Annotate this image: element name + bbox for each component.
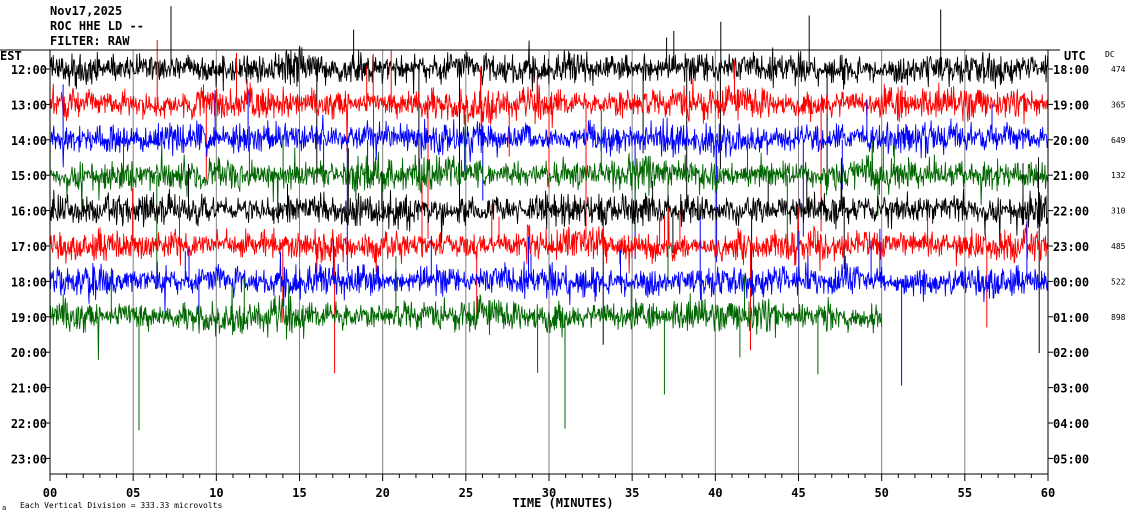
x-tick-label: 55 [958,486,972,500]
trace-3 [49,114,1049,168]
scale-note: Each Vertical Division = 333.33 microvol… [20,501,222,510]
dc-value: 132 [1111,171,1126,180]
dc-values: 474 365 649 132 310 485 522 898 [1111,65,1126,322]
y-left-label: 13:00 [11,98,47,112]
dc-value: 898 [1111,313,1126,322]
x-tick-label: 05 [126,486,140,500]
trace-8 [49,284,883,361]
trace-1 [49,40,1049,95]
y-right-label: 05:00 [1053,452,1089,466]
x-tick-label: 10 [209,486,223,500]
y-left-label: 14:00 [11,134,47,148]
y-left-label: 21:00 [11,382,47,396]
x-tick-label: 25 [459,486,473,500]
dc-value: 649 [1111,136,1126,145]
x-axis-title: TIME (MINUTES) [512,496,613,510]
y-right-label: 20:00 [1053,134,1089,148]
trace-5 [49,157,1049,247]
corner-mark: a [2,504,6,512]
y-right-label: 18:00 [1053,63,1089,77]
header-date: Nov17,2025 [50,4,123,18]
left-timezone-label: EST [0,49,22,63]
y-left-label: 16:00 [11,205,47,219]
x-tick-label: 15 [292,486,306,500]
y-right-label: 04:00 [1053,417,1089,431]
y-right-label: 01:00 [1053,311,1089,325]
y-left-label: 22:00 [11,417,47,431]
y-axis-right-labels: 18:00 19:00 20:00 21:00 22:00 23:00 00:00 01:00… [1048,63,1089,466]
y-axis-left-labels: 12:00 13:00 14:00 15:00 16:00 17:00 18:00 19:00… [11,63,50,466]
dc-value: 485 [1111,242,1126,251]
y-left-label: 23:00 [11,452,47,466]
header-filter: FILTER: RAW [50,34,130,48]
y-right-label: 02:00 [1053,346,1089,360]
dc-value: 310 [1111,207,1126,216]
y-left-label: 18:00 [11,275,47,289]
y-right-label: 19:00 [1053,98,1089,112]
trace-4 [49,140,1049,218]
dc-value: 365 [1111,100,1126,109]
trace-7 [49,251,1049,313]
x-tick-label: 45 [791,486,805,500]
y-left-label: 12:00 [11,63,47,77]
seismic-traces [49,6,1049,431]
x-axis-labels: 00 05 10 15 20 25 30 35 40 45 50 55 60 [43,474,1055,500]
trace-6 [49,206,1049,274]
y-right-label: 22:00 [1053,205,1089,219]
x-tick-label: 00 [43,486,57,500]
dc-value: 522 [1111,277,1126,286]
header-station: ROC HHE LD -- [50,19,144,33]
x-tick-label: 35 [625,486,639,500]
y-left-label: 20:00 [11,346,47,360]
y-left-label: 15:00 [11,169,47,183]
x-tick-label: 30 [542,486,556,500]
right-timezone-label: UTC [1064,49,1086,63]
dc-value: 474 [1111,65,1126,74]
y-right-label: 21:00 [1053,169,1089,183]
x-tick-label: 60 [1041,486,1055,500]
x-tick-label: 50 [874,486,888,500]
x-tick-label: 40 [708,486,722,500]
y-left-label: 17:00 [11,240,47,254]
y-right-label: 23:00 [1053,240,1089,254]
dc-column-label: DC [1105,50,1115,59]
y-right-label: 03:00 [1053,382,1089,396]
y-left-label: 19:00 [11,311,47,325]
y-right-label: 00:00 [1053,275,1089,289]
x-tick-label: 20 [375,486,389,500]
